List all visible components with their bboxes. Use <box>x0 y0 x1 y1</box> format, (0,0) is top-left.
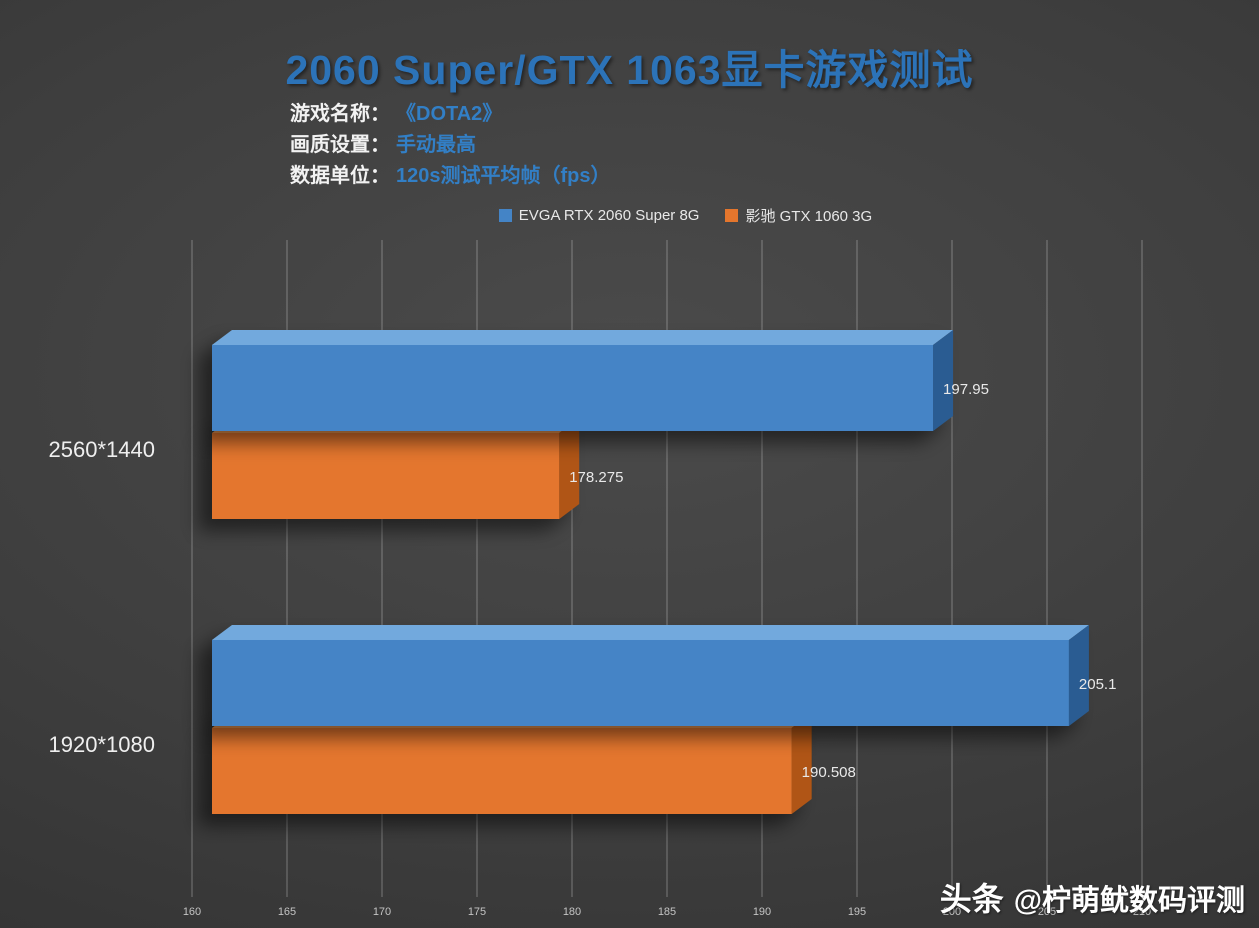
axis-tick-label: 195 <box>848 906 866 918</box>
bar-series2 <box>212 418 580 519</box>
axis-tick-label: 185 <box>658 906 676 918</box>
value-label: 190.508 <box>802 764 856 781</box>
category-label: 1920*1080 <box>49 732 155 757</box>
meta-game-name-value: 《DOTA2》 <box>396 103 503 125</box>
legend-item-series2: 影驰 GTX 1060 3G <box>725 205 872 226</box>
bar-series2 <box>212 713 812 814</box>
axis-tick-label: 200 <box>943 906 961 918</box>
watermark: 头条 @柠萌鱿数码评测 <box>940 874 1245 920</box>
bar-front-face <box>212 640 1069 726</box>
axis-tick-label: 205 <box>1038 906 1056 918</box>
meta-quality: 画质设置： 手动最高 <box>290 127 611 158</box>
bar-side-face <box>791 713 812 814</box>
bar-front-face <box>212 345 934 431</box>
value-label: 178.275 <box>569 469 623 486</box>
legend-swatch-series2 <box>725 209 739 222</box>
watermark-handle: @柠萌鱿数码评测 <box>1013 885 1245 917</box>
bar-side-face <box>1068 625 1089 726</box>
axis-tick-label: 210 <box>1133 906 1151 918</box>
bar-top-face <box>212 625 1089 640</box>
legend-swatch-series1 <box>498 209 512 222</box>
axis-tick-label: 170 <box>373 906 391 918</box>
meta-unit-value: 120s测试平均帧（fps） <box>396 165 611 187</box>
category-label: 2560*1440 <box>49 437 155 462</box>
bar-series1 <box>212 330 954 431</box>
bar-front-face <box>212 433 560 519</box>
axis-tick-label: 160 <box>183 906 201 918</box>
axis-tick-label: 165 <box>278 906 296 918</box>
meta-unit-label: 数据单位： <box>290 165 390 187</box>
bar-side-face <box>559 418 580 519</box>
bar-top-face <box>212 330 954 345</box>
axis-tick-label: 180 <box>563 906 581 918</box>
value-label: 197.95 <box>943 381 989 398</box>
axis-tick-label: 190 <box>753 906 771 918</box>
axis-tick-label: 175 <box>468 906 486 918</box>
value-label: 205.1 <box>1079 676 1117 693</box>
meta-game-name-label: 游戏名称： <box>290 103 390 125</box>
legend-label-series2: 影驰 GTX 1060 3G <box>745 208 873 225</box>
meta-quality-label: 画质设置： <box>290 134 390 156</box>
chart-title: 2060 Super/GTX 1063显卡游戏测试 <box>285 47 974 93</box>
meta-block: 游戏名称： 《DOTA2》 画质设置： 手动最高 数据单位： 120s测试平均帧… <box>290 96 611 189</box>
watermark-brand: 头条 <box>939 881 1004 917</box>
bar-series1 <box>212 625 1089 726</box>
bar-front-face <box>212 728 792 814</box>
legend-label-series1: EVGA RTX 2060 Super 8G <box>518 207 700 224</box>
legend: EVGA RTX 2060 Super 8G 影驰 GTX 1060 3G <box>56 205 1259 226</box>
meta-unit: 数据单位： 120s测试平均帧（fps） <box>290 158 611 189</box>
legend-item-series1: EVGA RTX 2060 Super 8G <box>498 207 700 224</box>
meta-game-name: 游戏名称： 《DOTA2》 <box>290 96 611 127</box>
meta-quality-value: 手动最高 <box>396 134 476 156</box>
bar-side-face <box>933 330 954 431</box>
